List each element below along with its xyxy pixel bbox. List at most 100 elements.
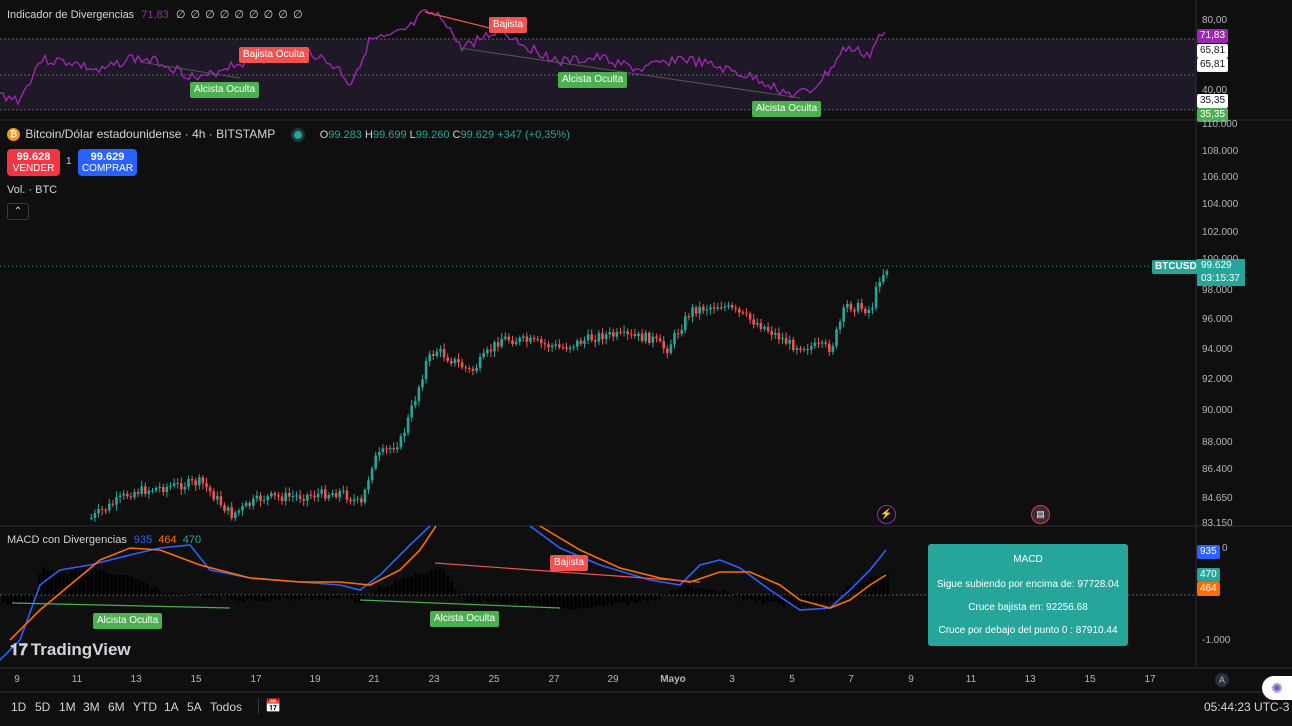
rsi-label-bajista: Bajista [489, 17, 528, 33]
macd-pane-title[interactable]: MACD con Divergencias 935 464 470 [7, 534, 201, 546]
price-axis-label: 102.000 [1202, 227, 1239, 238]
candle [489, 349, 493, 352]
timeframe-todos[interactable]: Todos [210, 700, 243, 714]
macd-signal-tag: 464 [1197, 582, 1220, 596]
timeframe-3m[interactable]: 3M [83, 700, 100, 714]
candle [669, 344, 673, 353]
macd-histogram-bar [290, 595, 293, 601]
macd-histogram-bar [154, 587, 157, 595]
candle [169, 485, 172, 487]
timeframe-5d[interactable]: 5D [35, 700, 51, 714]
time-axis-label: 29 [607, 674, 619, 685]
macd-histogram-bar [70, 569, 73, 595]
macd-histogram-bar [590, 595, 593, 608]
collapse-chevron-icon[interactable]: ⌃ [7, 203, 29, 220]
candle [208, 487, 212, 492]
time-axis-label: 5 [789, 674, 795, 685]
candle [432, 354, 435, 357]
timeframe-1m[interactable]: 1M [59, 700, 76, 714]
tradingview-logo[interactable]: 𝟏𝟕 TradingView [10, 640, 131, 659]
macd-histogram-bar [78, 566, 81, 595]
auto-scale-button[interactable]: A [1215, 673, 1229, 687]
timeframe-ytd[interactable]: YTD [133, 700, 157, 714]
candle [385, 448, 388, 450]
lightning-icon[interactable]: ⚡ [877, 505, 896, 524]
bitcoin-icon: ₿ [7, 128, 20, 142]
candle [144, 486, 147, 494]
candle [338, 491, 341, 498]
candle [320, 489, 323, 494]
candle [828, 343, 831, 352]
candle [306, 494, 309, 501]
candle [511, 340, 514, 344]
macd-histogram-bar [670, 589, 673, 595]
candle [601, 333, 604, 340]
timeframe-6m[interactable]: 6M [108, 700, 125, 714]
timeframe-1a[interactable]: 1A [164, 700, 179, 714]
candle [694, 307, 698, 314]
candle [529, 337, 532, 342]
assistant-brain-icon[interactable]: ✺ [1262, 676, 1292, 700]
macd-histogram-bar [362, 595, 365, 600]
macd-histogram-bar [774, 595, 777, 602]
price-axis-label: 90.000 [1202, 405, 1233, 416]
macd-histogram-bar [122, 575, 125, 595]
candle [187, 479, 190, 487]
candle [730, 305, 734, 308]
macd-histogram-bar [338, 595, 341, 599]
candle [813, 342, 817, 347]
macd-histogram-bar [26, 595, 29, 605]
macd-histogram-bar [658, 595, 661, 599]
candle [727, 305, 730, 307]
candle [198, 477, 201, 486]
candle [554, 344, 557, 346]
candle [147, 490, 151, 494]
us-flag-event-icon[interactable]: ▤ [1031, 505, 1050, 524]
candle [122, 493, 125, 496]
macd-histogram-bar [54, 571, 57, 595]
candle [252, 498, 255, 506]
macd-histogram-bar [206, 595, 209, 598]
macd-histogram-bar [218, 595, 221, 601]
candle [550, 345, 554, 348]
macd-histogram-bar [102, 570, 105, 595]
candle [93, 513, 97, 518]
macd-histogram-bar [538, 595, 541, 606]
date-range-calendar-icon[interactable]: 📅 [258, 698, 283, 714]
candle [180, 483, 183, 490]
macd-histogram-bar [814, 595, 817, 603]
macd-histogram-bar [522, 595, 525, 606]
candle [608, 332, 611, 335]
macd-histogram-bar [570, 595, 573, 610]
macd-histogram-bar [486, 595, 489, 602]
candle [640, 333, 644, 342]
macd-histogram-bar [238, 595, 241, 602]
sell-button[interactable]: 99.628 VENDER [7, 149, 60, 176]
macd-label-alcista-oculta-2: Alcista Oculta [430, 611, 500, 627]
candle [334, 493, 338, 498]
candle [417, 387, 421, 401]
timeframe-1d[interactable]: 1D [11, 700, 27, 714]
candle [673, 333, 676, 345]
clock[interactable]: 05:44:23 UTC-3 [1204, 700, 1290, 714]
buy-button[interactable]: 99.629 COMPRAR [78, 149, 137, 176]
candle [453, 359, 457, 364]
macd-bullish-divergence-line-2 [359, 599, 561, 609]
volume-label[interactable]: Vol. · BTC [7, 184, 58, 196]
macd-histogram-bar [566, 595, 569, 609]
macd-histogram-bar [870, 576, 873, 595]
macd-histogram-bar [682, 588, 685, 595]
macd-histogram-bar [346, 595, 349, 599]
macd-histogram-bar [82, 566, 85, 595]
candle [874, 286, 878, 308]
timeframe-5a[interactable]: 5A [187, 700, 202, 714]
macd-histogram-bar [618, 595, 621, 602]
macd-histogram-bar [542, 595, 545, 610]
candle [100, 509, 104, 511]
ohlc-values: O99.283 H99.699 L99.260 C99.629 +347 (+0… [319, 129, 570, 141]
symbol-header[interactable]: ₿ Bitcoin/Dólar estadounidense · 4h · BI… [7, 127, 570, 142]
candle [154, 487, 158, 491]
rsi-upper-tag-1: 65,81 [1197, 44, 1229, 58]
macd-histogram-bar [314, 595, 317, 598]
rsi-pane-title[interactable]: Indicador de Divergencias 71,83 ∅ ∅ ∅ ∅ … [7, 8, 304, 21]
